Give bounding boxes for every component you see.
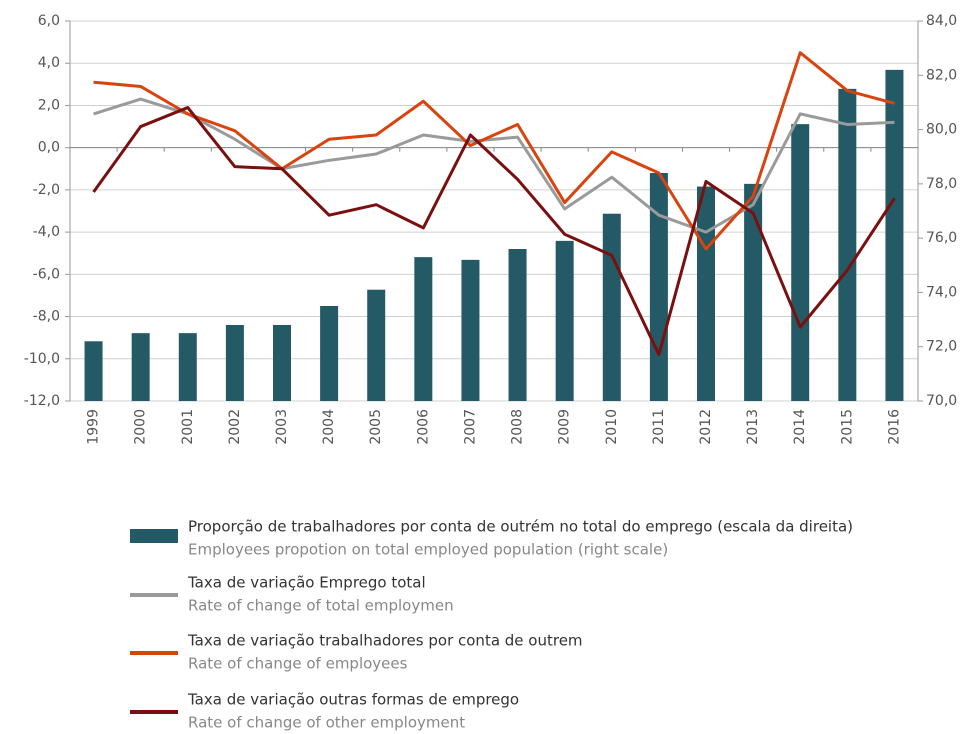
- y-tick-label: 6,0: [38, 13, 60, 29]
- y2-tick-label: 80,0: [926, 122, 957, 138]
- bar: [885, 69, 904, 401]
- bar: [178, 333, 197, 401]
- y-tick-label: 2,0: [38, 97, 60, 113]
- y-tick-label: -8,0: [33, 309, 60, 325]
- x-tick-label: 2004: [321, 409, 337, 445]
- bar: [414, 257, 433, 401]
- legend-label-en: Rate of change of employees: [188, 655, 408, 673]
- x-tick-label: 2003: [274, 409, 290, 445]
- y2-tick-label: 74,0: [926, 284, 957, 300]
- legend-label: Taxa de variação Emprego total: [187, 574, 426, 592]
- x-tick-label: 2007: [462, 409, 478, 445]
- y2-tick-label: 76,0: [926, 230, 957, 246]
- x-tick-label: 2000: [133, 409, 149, 445]
- line-series: [92, 106, 896, 357]
- x-tick-label: 2001: [180, 409, 196, 445]
- legend-label-en: Employees propotion on total employed po…: [188, 541, 668, 559]
- bar: [320, 306, 339, 401]
- bar: [602, 213, 621, 401]
- y-tick-label: -6,0: [33, 266, 60, 282]
- line-series: [93, 51, 895, 251]
- legend-label: Taxa de variação trabalhadores por conta…: [187, 632, 583, 650]
- y-tick-label: 0,0: [38, 140, 60, 156]
- y2-tick-label: 78,0: [926, 176, 957, 192]
- legend-swatch: [130, 529, 178, 543]
- x-tick-label: 2010: [604, 409, 620, 445]
- x-tick-label: 2013: [745, 409, 761, 445]
- bar: [508, 249, 527, 401]
- legend-label-en: Rate of change of total employmen: [188, 597, 454, 615]
- bar: [744, 183, 763, 401]
- line-series: [93, 97, 895, 234]
- x-tick-label: 1999: [86, 409, 102, 445]
- y2-tick-label: 84,0: [926, 13, 957, 29]
- legend-label: Taxa de variação outras formas de empreg…: [187, 691, 519, 709]
- x-tick-label: 2002: [227, 409, 243, 445]
- y2-tick-label: 82,0: [926, 67, 957, 83]
- x-tick-label: 2012: [698, 409, 714, 445]
- legend-label-en: Rate of change of other employment: [188, 714, 465, 732]
- y2-tick-label: 70,0: [926, 393, 957, 409]
- x-tick-label: 2008: [510, 409, 526, 445]
- legend-label: Proporção de trabalhadores por conta de …: [188, 518, 853, 536]
- y-tick-label: -12,0: [24, 393, 60, 409]
- bar: [555, 240, 574, 401]
- y-tick-label: -2,0: [33, 182, 60, 198]
- x-tick-label: 2014: [792, 409, 808, 445]
- x-tick-label: 2015: [839, 409, 855, 445]
- y-tick-label: -4,0: [33, 224, 60, 240]
- bar: [367, 289, 386, 401]
- x-tick-label: 2011: [651, 409, 667, 445]
- y-tick-label: -10,0: [24, 351, 60, 367]
- bar: [791, 124, 810, 402]
- bar: [649, 173, 668, 401]
- x-tick-label: 2016: [886, 409, 902, 445]
- bar: [225, 325, 244, 401]
- y2-tick-label: 72,0: [926, 339, 957, 355]
- bar: [273, 325, 291, 401]
- bar: [131, 333, 150, 401]
- y-tick-label: 4,0: [38, 55, 60, 71]
- x-tick-label: 2005: [368, 409, 384, 445]
- x-tick-label: 2009: [557, 409, 573, 445]
- bar: [697, 186, 715, 401]
- bar: [461, 259, 480, 401]
- bar: [84, 341, 103, 401]
- bar: [838, 88, 857, 401]
- x-tick-label: 2006: [415, 409, 431, 445]
